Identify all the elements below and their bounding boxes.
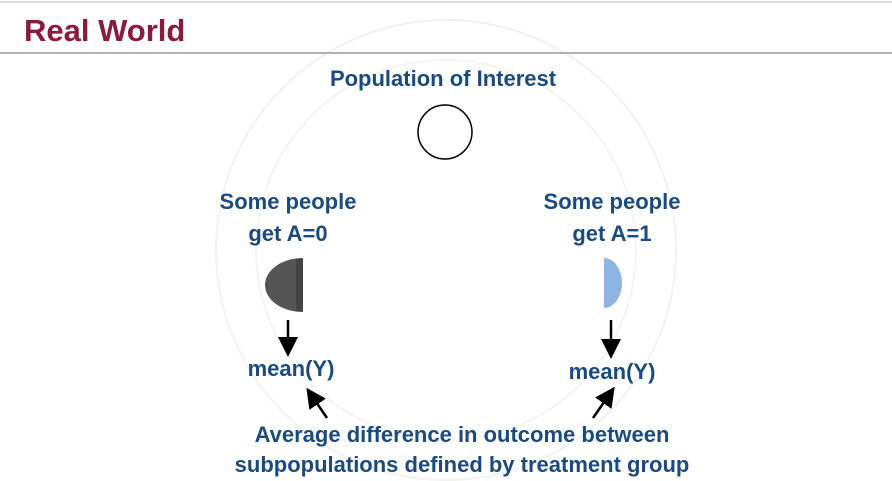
footer-text: subpopulations defined by treatment grou… <box>235 452 690 477</box>
outcome-label: mean(Y) <box>248 356 335 381</box>
population-label: Population of Interest <box>330 66 557 91</box>
group-label: get A=1 <box>572 221 651 246</box>
outcome-label: mean(Y) <box>569 359 656 384</box>
slide-title: Real World <box>24 13 185 48</box>
group-shape-edge <box>296 259 303 311</box>
population-circle <box>417 104 473 160</box>
group-label: Some people <box>220 189 357 214</box>
group-label: get A=0 <box>248 221 327 246</box>
group-shape <box>604 258 622 308</box>
footer-text: Average difference in outcome between <box>255 422 670 447</box>
watermark <box>215 19 677 481</box>
watermark <box>255 59 637 441</box>
group-shape <box>265 258 303 312</box>
arrow <box>306 387 329 419</box>
arrow <box>591 386 615 419</box>
group-label: Some people <box>544 189 681 214</box>
